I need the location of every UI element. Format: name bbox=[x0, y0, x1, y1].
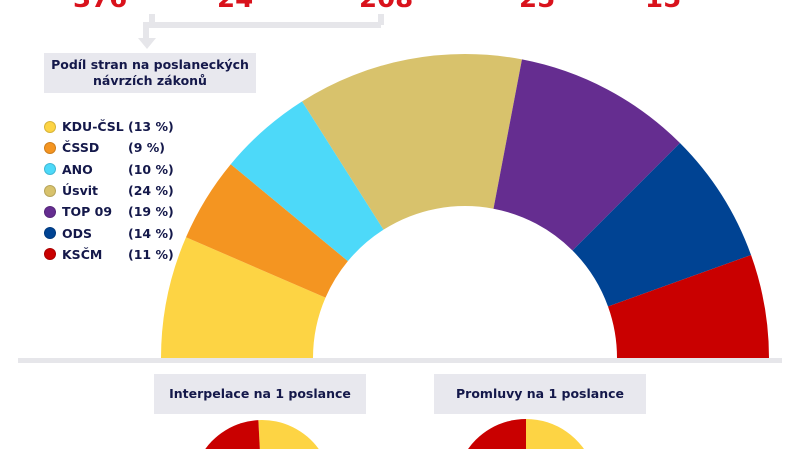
pie-segment bbox=[468, 419, 526, 449]
legend-item: KSČM (11 %) bbox=[44, 244, 174, 265]
legend-percent: (14 %) bbox=[128, 225, 174, 241]
donut-segment-ks-m bbox=[608, 255, 770, 358]
donut-segment--ssd bbox=[186, 164, 348, 298]
donut-segment--svit bbox=[302, 54, 522, 230]
donut-segment-kdu-sl bbox=[161, 237, 326, 358]
legend-dot-icon bbox=[44, 227, 56, 240]
promluvy-title: Promluvy na 1 poslance bbox=[456, 386, 624, 401]
legend-item: TOP 09 (19 %) bbox=[44, 201, 174, 222]
pie-segment bbox=[258, 420, 319, 449]
pie-segment bbox=[526, 419, 584, 449]
top-number: 376 bbox=[73, 0, 127, 14]
legend-percent: (9 %) bbox=[128, 140, 165, 156]
legend-title-box: Podíl stran na poslaneckých návrzích zák… bbox=[44, 53, 256, 93]
top-number: 208 bbox=[359, 0, 413, 14]
interpelace-title-box: Interpelace na 1 poslance bbox=[154, 374, 366, 414]
legend-percent: (11 %) bbox=[128, 246, 174, 262]
bracket-connector bbox=[143, 14, 384, 40]
legend-item: KDU-ČSL (13 %) bbox=[44, 116, 174, 137]
legend-item: ČSSD (9 %) bbox=[44, 137, 174, 158]
top-number: 15 bbox=[645, 0, 681, 14]
legend-percent: (10 %) bbox=[128, 161, 174, 177]
baseline-divider bbox=[18, 358, 782, 363]
legend-item: ANO (10 %) bbox=[44, 159, 174, 180]
legend-item: ODS (14 %) bbox=[44, 222, 174, 243]
legend-title: Podíl stran na poslaneckých návrzích zák… bbox=[51, 57, 249, 88]
legend-dot-icon bbox=[44, 120, 56, 133]
pie-promluvy bbox=[468, 419, 584, 449]
legend: KDU-ČSL (13 %) ČSSD (9 %) ANO (10 %) Úsvit (24 … bbox=[44, 116, 174, 265]
legend-dot-icon bbox=[44, 205, 56, 218]
legend-dot-icon bbox=[44, 184, 56, 197]
legend-label: ODS bbox=[62, 225, 93, 241]
legend-label: ČSSD bbox=[62, 140, 100, 156]
legend-percent: (24 %) bbox=[128, 183, 174, 199]
pie-segment bbox=[205, 420, 260, 449]
legend-dot-icon bbox=[44, 248, 56, 261]
donut-segments bbox=[161, 54, 770, 358]
legend-dot-icon bbox=[44, 163, 56, 176]
interpelace-title: Interpelace na 1 poslance bbox=[169, 386, 351, 401]
donut-segment-ods bbox=[572, 143, 752, 307]
legend-label: TOP 09 bbox=[62, 204, 113, 220]
top-number: 25 bbox=[519, 0, 555, 14]
legend-dot-icon bbox=[44, 141, 56, 154]
top-number: 24 bbox=[217, 0, 253, 14]
legend-percent: (13 %) bbox=[128, 119, 174, 135]
legend-item: Úsvit (24 %) bbox=[44, 180, 174, 201]
legend-label: ANO bbox=[62, 161, 93, 177]
donut-segment-ano bbox=[230, 101, 384, 262]
pie-interpelace bbox=[205, 420, 319, 449]
promluvy-title-box: Promluvy na 1 poslance bbox=[434, 374, 646, 414]
legend-percent: (19 %) bbox=[128, 204, 174, 220]
legend-label: Úsvit bbox=[62, 183, 98, 199]
legend-label: KSČM bbox=[62, 246, 103, 262]
legend-label: KDU-ČSL bbox=[62, 119, 124, 135]
donut-segment-top-09 bbox=[493, 59, 680, 251]
down-arrow-icon bbox=[138, 38, 156, 49]
